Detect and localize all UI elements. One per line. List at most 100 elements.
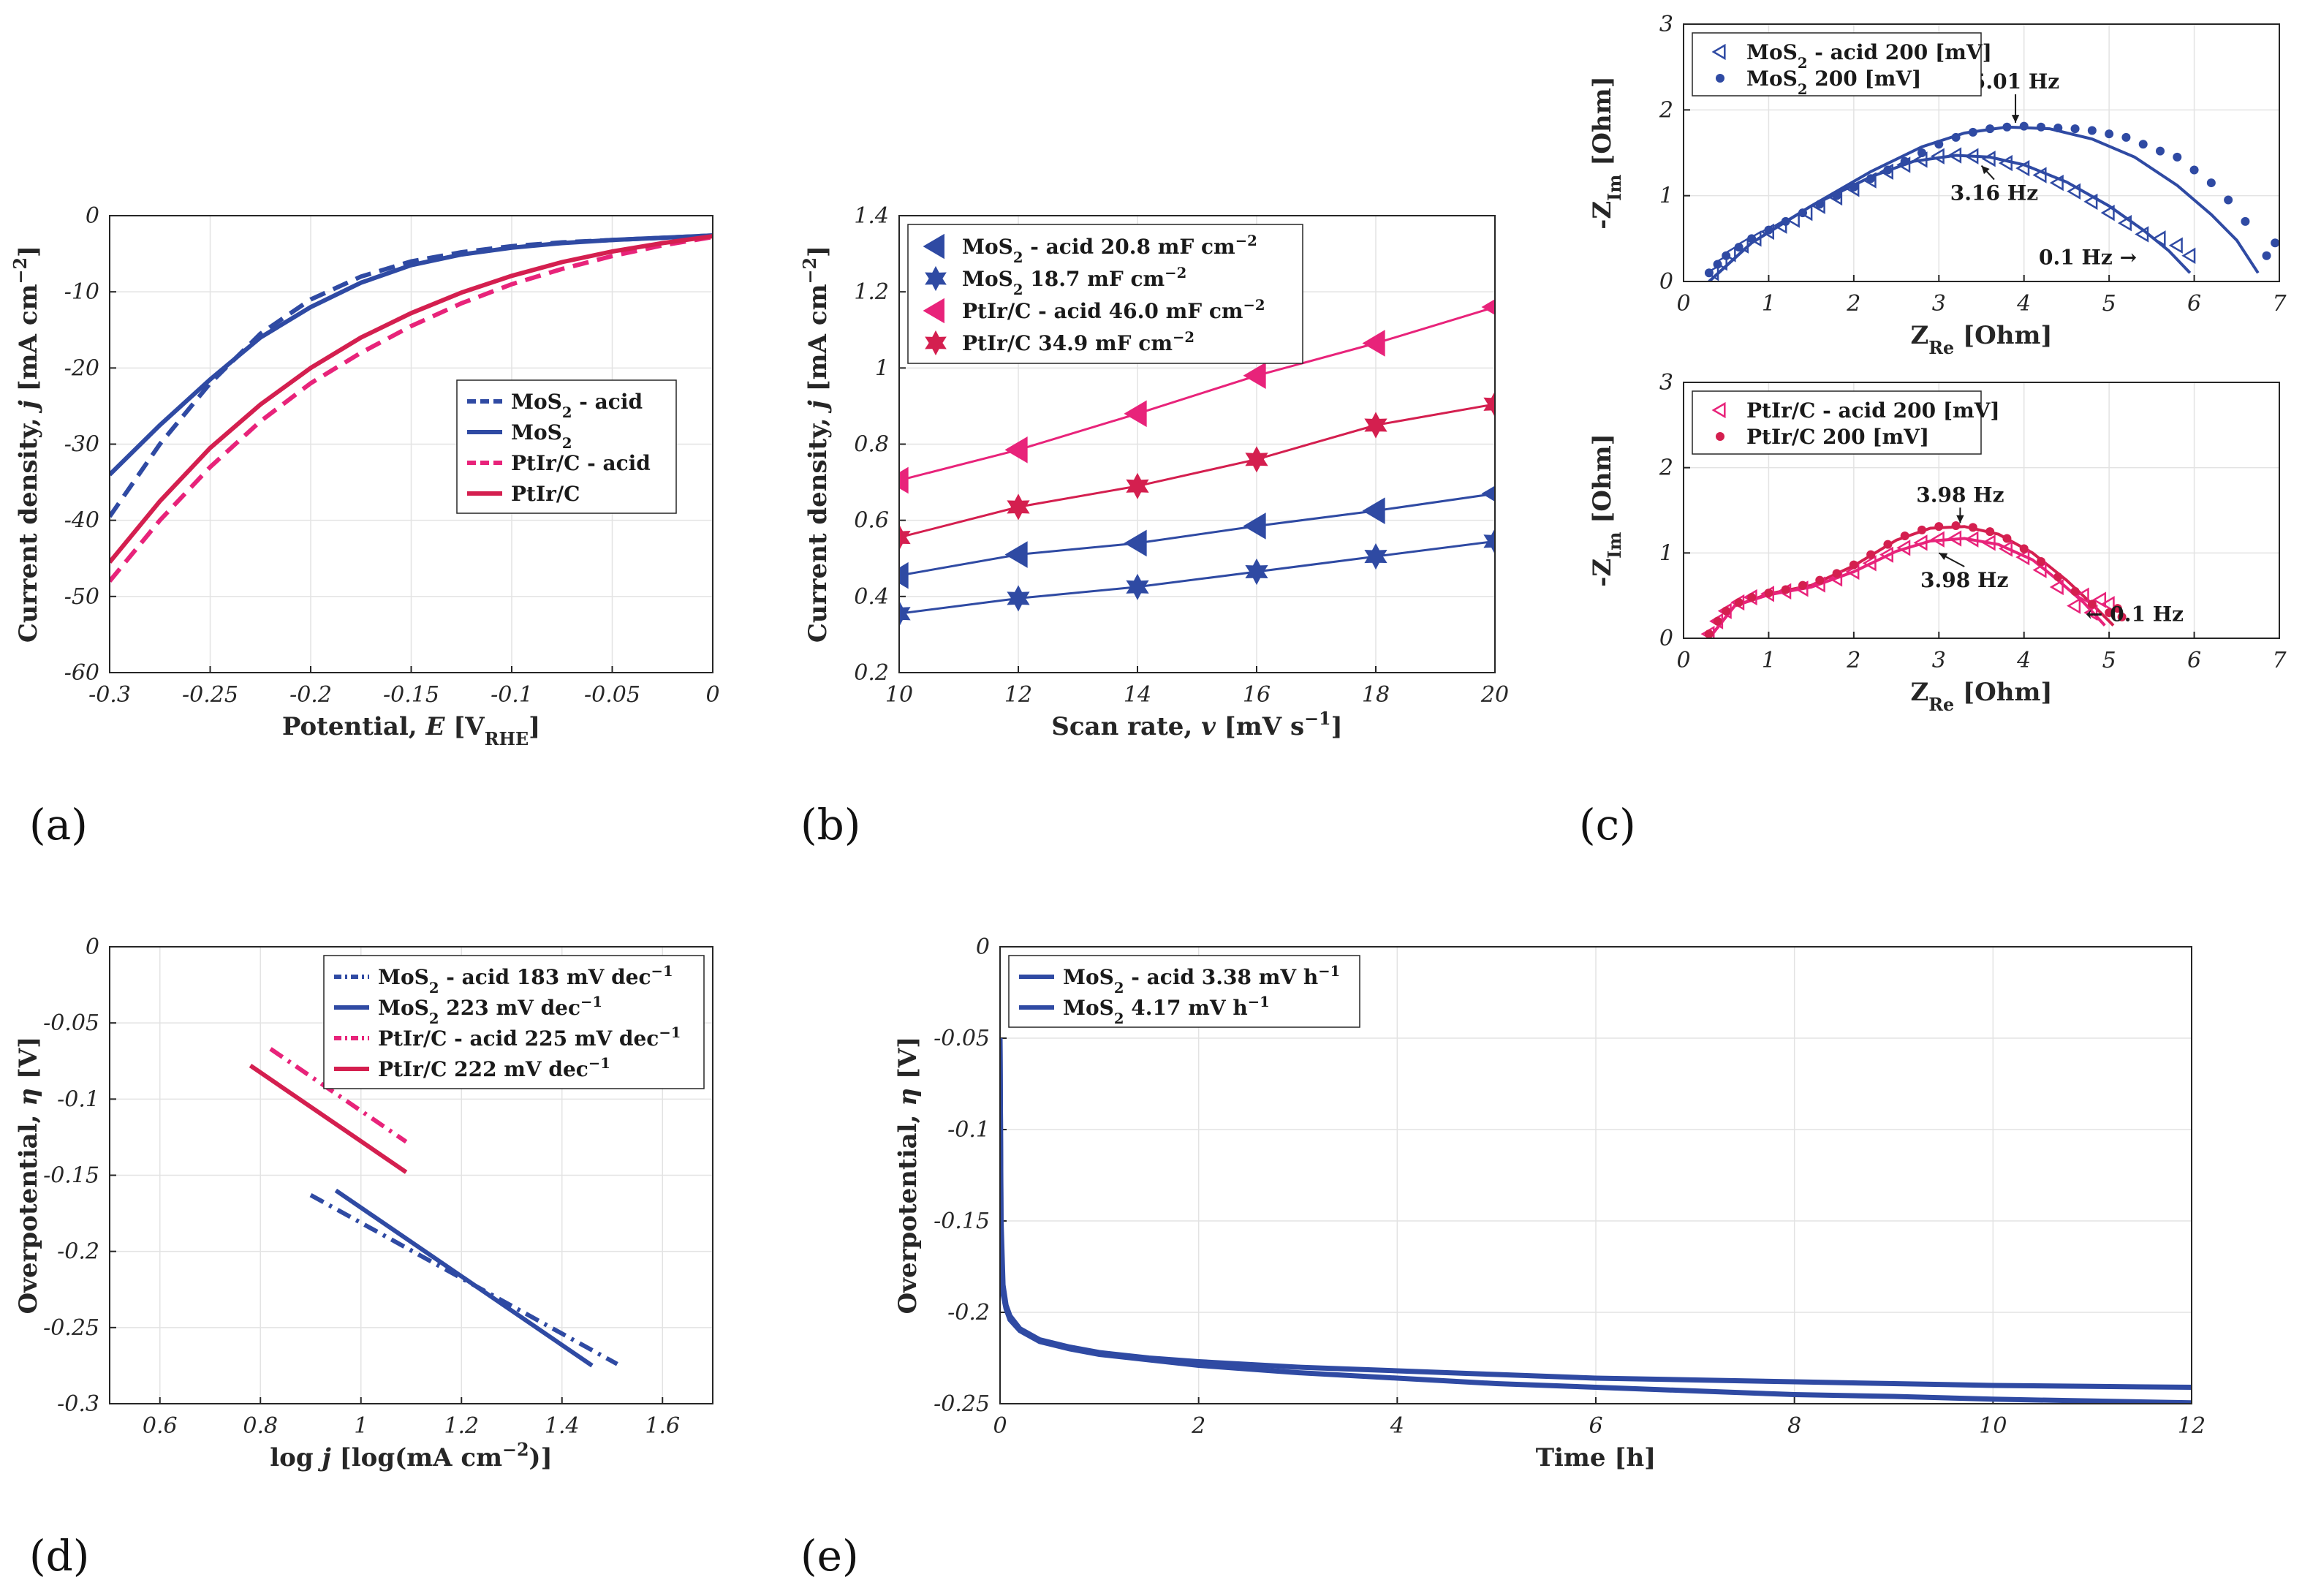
series-line [110,234,713,564]
x-tick-label: 10 [885,682,913,708]
series-line [110,235,713,583]
data-point [1481,485,1495,502]
data-point [1364,543,1387,570]
y-tick-label: 0 [86,934,99,960]
annotation-arrowhead [1981,165,1990,175]
chart-c2: 0 1 2 3 4 5 6 7 0 1 2 3 ZRe [Ohm] -ZIm [Ohm] 3.98 Hz 3.… [1588,370,2287,715]
plot-area-e [1000,1037,2192,1404]
data-point [2053,123,2063,132]
data-point [2113,604,2122,613]
legend-entry-label: PtIr/C [511,482,580,506]
legend-entry-label: PtIr/C - acid 46.0 mF cm−2 [962,297,1265,324]
series-line [269,1047,408,1144]
data-point [2105,129,2114,139]
data-point [2100,596,2115,613]
data-point [1734,598,1743,607]
series-line [1000,1037,2192,1404]
y-tick-label: 3 [1659,370,1673,396]
legend-box [323,955,705,1089]
data-point [1124,400,1147,428]
annotation-arrowhead [2011,115,2020,123]
x-tick-label: -0.2 [289,682,332,708]
y-tick-label: -0.3 [57,1391,99,1417]
y-tick-label: -0.1 [947,1117,990,1143]
axes-frame [109,946,713,1404]
data-point [2087,126,2097,135]
data-point [899,466,909,494]
data-point [1722,251,1731,260]
data-point [1781,585,1790,594]
x-tick-label: 14 [1124,682,1151,708]
data-point [1815,575,1825,585]
data-point [1798,204,1813,222]
data-point [1483,528,1495,555]
data-point [1007,585,1030,612]
data-point [2181,247,2196,264]
x-tick-label: 0 [993,1413,1007,1439]
x-tick-label: 6 [2187,291,2201,317]
data-point [1124,529,1147,557]
data-point [1362,497,1385,524]
legend-entry-label: PtIr/C - acid 225 mV dec−1 [378,1024,681,1051]
data-point [2049,174,2064,192]
axes-frame [1683,23,2280,282]
chart-c1: 0 1 2 3 4 5 6 7 0 1 2 3 ZRe [Ohm] -ZIm [Ohm] 5.01 Hz 3.… [1588,12,2287,358]
series-line [249,1064,408,1174]
data-point [2087,600,2097,609]
series-c2-1 [1704,521,2127,638]
legend-entry-label: PtIr/C 222 mV dec−1 [378,1055,610,1082]
y-axis-label: -ZIm [Ohm] [1588,76,1625,230]
panel-label: (b) [800,800,860,850]
data-point [1930,531,1945,548]
axes-frame [1683,382,2280,639]
data-point [1862,555,1877,572]
y-tick-label: -0.2 [947,1300,990,1325]
legend-box [1692,32,1982,97]
data-point [1243,362,1266,390]
data-point [2019,544,2029,553]
data-point [2100,204,2115,222]
y-tick-label: 2 [1659,97,1673,123]
x-tick-label: 2 [1846,648,1860,673]
axes-frame [999,946,2192,1404]
x-tick-label: 0 [705,682,719,708]
x-tick-label: -0.05 [584,682,640,708]
data-point [1815,200,1825,209]
data-point [1364,412,1387,439]
legend-box [1692,390,1982,455]
x-tick-label: 1.2 [444,1413,479,1439]
data-point [1764,225,1773,235]
data-point [1243,513,1266,540]
data-point [1896,540,1911,556]
series-d-1 [334,1188,594,1368]
chart-d: 0.6 0.8 1 1.2 1.4 1.6 -0.3 -0.25 -0.2 -0.15 -0.1 -0… [14,934,713,1472]
legend-entry-label: MoS2 200 [mV] [1746,67,1921,98]
series-line [110,233,713,477]
data-point [1747,230,1762,247]
x-tick-label: 0 [1676,648,1690,673]
annotation-label: 5.01 Hz [1972,69,2059,94]
y-tick-label: 1.2 [854,279,889,305]
data-point [1968,127,1977,137]
chart-e: 0 2 4 6 8 10 12 -0.25 -0.2 -0.15 -0.1 -0.05 0 Time [h… [893,934,2206,1472]
x-axis-label: Potential, E [VRHE] [282,712,540,749]
data-point [2032,167,2047,184]
x-tick-label: -0.3 [88,682,131,708]
panel-label: (e) [800,1531,859,1581]
y-axis-label: Overpotential, η [V] [14,1037,43,1315]
data-point [2206,178,2216,188]
data-point [1007,493,1030,521]
y-tick-label: 0 [1659,626,1673,651]
data-point [1968,523,1977,532]
y-tick-label: -0.1 [57,1086,99,1112]
axes-frame [898,215,1496,673]
x-tick-label: 1.6 [645,1413,680,1439]
data-point [1481,299,1495,315]
data-point [1998,154,2013,172]
y-tick-label: 2 [1659,455,1673,481]
y-tick-label: 0 [976,934,990,960]
annotation-arrowhead [1939,553,1948,561]
x-tick-label: -0.25 [182,682,238,708]
data-point [1747,234,1757,243]
